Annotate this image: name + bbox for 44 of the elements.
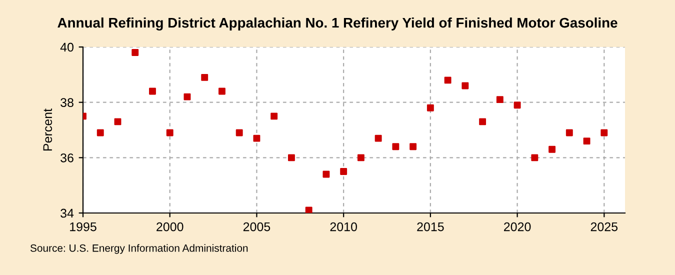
x-tick-label: 2005 — [243, 222, 270, 232]
point — [201, 74, 208, 81]
y-tick-label: 34 — [60, 208, 74, 218]
point — [149, 88, 156, 95]
point — [496, 96, 504, 104]
point — [566, 129, 573, 136]
point — [531, 154, 538, 162]
point — [340, 168, 348, 175]
point — [253, 134, 260, 142]
point — [114, 118, 122, 126]
point — [444, 76, 452, 84]
x-tick-label: 2000 — [156, 222, 184, 232]
point — [479, 118, 486, 126]
y-axis-title: Percent — [43, 108, 52, 151]
point — [548, 146, 556, 153]
y-tick-label: 40 — [60, 42, 74, 52]
point — [305, 206, 312, 213]
x-tick-label: 2025 — [590, 222, 618, 232]
point — [462, 82, 469, 90]
point — [410, 143, 417, 150]
source-note: Source: U.S. Energy Information Administration — [30, 244, 248, 254]
point — [583, 138, 590, 145]
point — [288, 154, 295, 162]
point — [236, 129, 243, 136]
y-tick-label: 36 — [60, 153, 74, 162]
point — [132, 49, 139, 56]
point — [426, 104, 434, 112]
point — [392, 143, 400, 150]
point — [600, 129, 608, 136]
x-tick-label: 1995 — [70, 222, 96, 232]
point — [270, 112, 278, 120]
x-tick-label: 2010 — [330, 222, 357, 232]
point — [322, 170, 330, 178]
x-tick-label: 2015 — [417, 222, 444, 232]
point — [374, 134, 382, 142]
point — [96, 129, 104, 136]
point — [357, 154, 364, 162]
y-tick-label: 38 — [60, 98, 74, 107]
point — [514, 102, 521, 109]
point — [218, 88, 226, 95]
x-tick-label: 2020 — [504, 222, 531, 232]
point — [184, 93, 191, 100]
point — [166, 129, 174, 136]
chart-title: Annual Refining District Appalachian No. 1 Refinery Yield of Finished Motor Gasoline — [58, 17, 618, 31]
